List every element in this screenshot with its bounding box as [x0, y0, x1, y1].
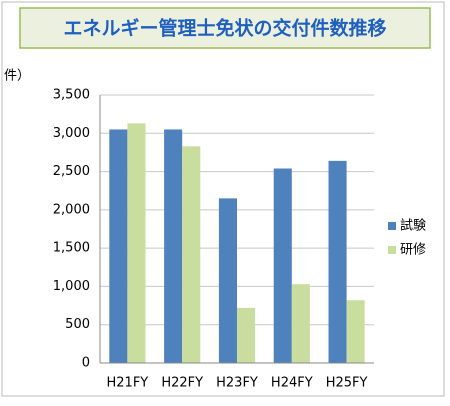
y-tick-label: 1,000 — [53, 279, 90, 294]
bar — [273, 168, 292, 363]
bar — [218, 198, 237, 363]
bar — [237, 307, 256, 363]
y-tick-label: 3,000 — [53, 126, 90, 141]
y-tick-label: 1,500 — [53, 241, 90, 256]
y-tick-label: 3,500 — [53, 88, 90, 103]
bar — [346, 300, 365, 363]
y-tick-label: 2,500 — [53, 164, 90, 179]
y-axis-label: 件） — [4, 69, 30, 84]
bar — [164, 129, 183, 363]
bar — [182, 146, 201, 363]
chart-title: エネルギー管理士免状の交付件数推移 — [63, 17, 386, 40]
legend-swatch — [388, 246, 396, 254]
x-tick-label: H22FY — [161, 376, 203, 391]
y-tick-label: 0 — [82, 356, 90, 371]
legend-label: 研修 — [400, 243, 426, 258]
x-tick-label: H25FY — [326, 376, 368, 391]
title-box — [19, 7, 431, 49]
x-tick-label: H24FY — [271, 376, 313, 391]
legend-label: 試験 — [400, 218, 426, 234]
bar — [127, 123, 146, 364]
legend-swatch — [388, 222, 396, 230]
x-tick-label: H21FY — [107, 376, 149, 391]
y-tick-label: 500 — [65, 317, 90, 332]
bar — [291, 284, 310, 363]
y-tick-label: 2,000 — [53, 202, 90, 217]
x-tick-label: H23FY — [216, 376, 258, 391]
bar — [109, 129, 128, 363]
bar — [328, 160, 347, 363]
